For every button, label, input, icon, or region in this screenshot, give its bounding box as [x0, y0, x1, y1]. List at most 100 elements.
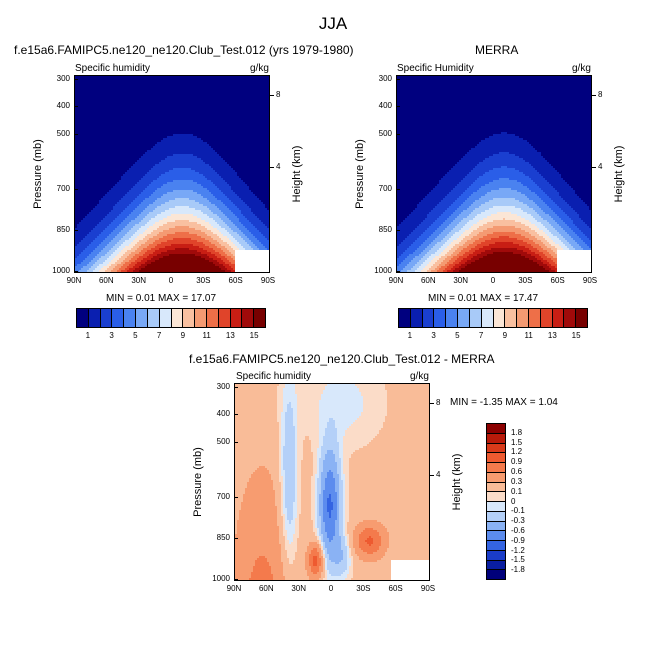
field-cell	[239, 118, 242, 121]
field-cell	[113, 78, 116, 81]
field-cell	[121, 84, 124, 87]
field-cell	[189, 108, 192, 111]
field-cell	[223, 118, 226, 121]
field-cell	[151, 120, 154, 123]
field-cell	[155, 92, 158, 95]
field-cell	[133, 88, 136, 91]
field-cell	[87, 116, 90, 119]
field-cell	[119, 112, 122, 115]
field-cell	[145, 100, 148, 103]
field-cell	[187, 80, 190, 83]
field-cell	[221, 80, 224, 83]
field-cell	[103, 106, 106, 109]
field-cell	[145, 116, 148, 119]
field-cell	[189, 114, 192, 117]
field-cell	[85, 84, 88, 87]
field-cell	[151, 76, 154, 79]
field-cell	[93, 108, 96, 111]
field-cell	[153, 118, 156, 121]
field-cell	[231, 110, 234, 113]
field-cell	[165, 80, 168, 83]
field-cell	[237, 112, 240, 115]
field-cell	[191, 92, 194, 95]
field-cell	[235, 118, 238, 121]
field-cell	[155, 108, 158, 111]
field-cell	[125, 84, 128, 87]
field-cell	[243, 108, 246, 111]
field-cell	[249, 96, 252, 99]
field-cell	[85, 78, 88, 81]
field-cell	[103, 100, 106, 103]
field-cell	[167, 108, 170, 111]
field-cell	[143, 120, 146, 123]
field-cell	[175, 98, 178, 101]
field-cell	[231, 106, 234, 109]
field-cell	[179, 116, 182, 119]
field-cell	[221, 76, 224, 79]
field-cell	[193, 78, 196, 81]
field-cell	[255, 110, 258, 113]
field-cell	[207, 84, 210, 87]
field-cell	[173, 92, 176, 95]
field-cell	[173, 94, 176, 97]
field-cell	[217, 78, 220, 81]
field-cell	[121, 86, 124, 89]
field-cell	[211, 108, 214, 111]
field-cell	[225, 104, 228, 107]
field-cell	[175, 96, 178, 99]
field-cell	[231, 98, 234, 101]
field-cell	[187, 116, 190, 119]
field-cell	[131, 90, 134, 93]
field-cell	[263, 116, 266, 119]
field-cell	[85, 98, 88, 101]
field-cell	[265, 76, 268, 79]
field-cell	[257, 110, 260, 113]
field-cell	[217, 82, 220, 85]
field-cell	[221, 84, 224, 87]
field-cell	[103, 96, 106, 99]
field-cell	[83, 86, 86, 89]
field-cell	[221, 106, 224, 109]
field-cell	[243, 104, 246, 107]
field-cell	[207, 98, 210, 101]
field-cell	[119, 118, 122, 121]
field-cell	[187, 110, 190, 113]
field-cell	[127, 102, 130, 105]
field-cell	[251, 116, 254, 119]
field-cell	[213, 120, 216, 123]
field-cell	[127, 92, 130, 95]
field-cell	[77, 100, 80, 103]
field-cell	[185, 106, 188, 109]
field-cell	[145, 120, 148, 123]
field-cell	[117, 96, 120, 99]
field-cell	[77, 86, 80, 89]
field-cell	[163, 90, 166, 93]
field-cell	[75, 94, 78, 97]
field-cell	[123, 102, 126, 105]
field-cell	[201, 116, 204, 119]
field-cell	[155, 84, 158, 87]
field-cell	[81, 86, 84, 89]
field-cell	[249, 98, 252, 101]
panel-1-field	[75, 76, 269, 272]
field-cell	[207, 108, 210, 111]
field-cell	[97, 94, 100, 97]
field-cell	[105, 116, 108, 119]
field-cell	[191, 88, 194, 91]
field-cell	[97, 116, 100, 119]
field-cell	[195, 102, 198, 105]
field-cell	[249, 110, 252, 113]
field-cell	[247, 110, 250, 113]
field-cell	[177, 110, 180, 113]
field-cell	[117, 92, 120, 95]
field-cell	[179, 98, 182, 101]
field-cell	[131, 122, 134, 125]
field-cell	[127, 114, 130, 117]
field-cell	[163, 78, 166, 81]
field-cell	[239, 94, 242, 97]
field-cell	[81, 100, 84, 103]
field-cell	[209, 90, 212, 93]
field-cell	[223, 106, 226, 109]
field-cell	[137, 122, 140, 125]
field-cell	[193, 94, 196, 97]
